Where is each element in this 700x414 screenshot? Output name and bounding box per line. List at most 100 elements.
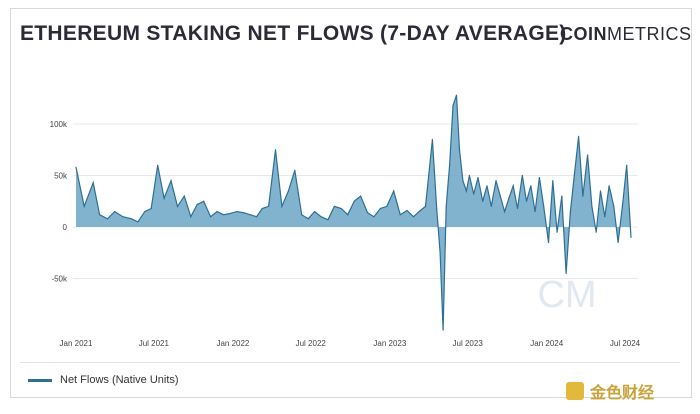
data-point: [569, 210, 572, 213]
data-point: [512, 185, 514, 187]
data-point: [83, 205, 85, 208]
data-point: [486, 185, 488, 187]
data-point: [552, 180, 554, 182]
data-point: [604, 216, 606, 218]
data-point: [137, 221, 139, 223]
data-point: [543, 205, 545, 208]
data-point: [455, 94, 458, 96]
data-point: [75, 166, 77, 168]
y-tick-label: 50k: [54, 172, 68, 181]
x-tick-label: Jan 2023: [373, 339, 406, 348]
data-point: [565, 272, 567, 274]
data-point: [591, 205, 593, 208]
data-point: [183, 195, 185, 197]
data-point: [608, 185, 610, 187]
data-point: [122, 216, 124, 218]
data-point: [626, 164, 628, 166]
brand-logo: COINMETRICS: [560, 24, 692, 45]
data-point: [236, 210, 238, 213]
data-point: [274, 149, 277, 151]
data-point: [473, 193, 475, 195]
data-point: [386, 205, 388, 208]
data-point: [255, 216, 258, 218]
data-point: [99, 214, 101, 216]
series-area-fill: [76, 95, 631, 330]
legend-divider: [20, 362, 680, 363]
legend-swatch: [28, 378, 52, 382]
x-tick-label: Jan 2021: [60, 339, 93, 348]
x-tick-label: Jul 2023: [453, 339, 484, 348]
x-tick-label: Jul 2024: [610, 339, 641, 348]
footer-logo-icon: [566, 382, 584, 400]
data-point: [439, 252, 441, 254]
data-point: [613, 205, 615, 208]
x-axis-ticks: Jan 2021 Jul 2021 Jan 2022 Jul 2022 Jan 2023…: [60, 339, 641, 348]
data-point: [556, 231, 558, 233]
data-point: [366, 212, 369, 214]
data-point: [448, 164, 451, 166]
data-point: [353, 200, 355, 202]
data-point: [508, 197, 510, 199]
data-point: [452, 104, 454, 107]
legend-label: Net Flows (Native Units): [60, 374, 179, 386]
data-point: [333, 205, 335, 208]
data-point: [424, 205, 427, 208]
data-point: [431, 138, 433, 141]
brand-logo-regular: METRICS: [607, 24, 692, 44]
data-point: [327, 219, 329, 221]
data-point: [458, 149, 461, 151]
data-point: [582, 195, 584, 197]
data-point: [465, 190, 467, 192]
y-axis-ticks: 100k 50k 0 -50k: [50, 120, 68, 283]
data-point: [547, 241, 550, 244]
data-point: [320, 216, 322, 218]
data-point: [170, 180, 172, 182]
data-point: [436, 207, 438, 210]
data-point: [114, 210, 116, 213]
legend: Net Flows (Native Units): [28, 374, 179, 386]
data-point: [294, 169, 296, 171]
data-point: [516, 207, 519, 210]
data-point: [379, 207, 381, 210]
data-point: [287, 190, 289, 192]
data-point: [399, 214, 401, 216]
area-layer: [75, 94, 632, 331]
data-point: [595, 231, 597, 233]
data-point: [482, 200, 484, 202]
brand-logo-bold: COIN: [560, 24, 607, 44]
data-point: [268, 205, 270, 208]
data-point: [504, 210, 506, 213]
footer-watermark: 金色财经: [566, 379, 654, 403]
data-point: [261, 207, 263, 210]
data-point: [373, 216, 375, 218]
watermark-cm: CM: [537, 274, 596, 316]
data-point: [209, 216, 212, 218]
data-point: [144, 210, 146, 213]
data-point: [412, 216, 415, 218]
x-tick-label: Jul 2021: [139, 339, 170, 348]
data-point: [301, 214, 303, 216]
series-line-net-flows: [75, 95, 632, 331]
data-point: [347, 214, 349, 216]
chart-title: ETHEREUM STAKING NET FLOWS (7-DAY AVERAG…: [20, 22, 567, 45]
y-tick-label: -50k: [51, 275, 68, 284]
data-point: [521, 174, 523, 177]
data-point: [538, 176, 541, 179]
data-point: [495, 180, 497, 182]
data-point: [106, 218, 108, 220]
data-point: [216, 210, 218, 213]
data-point: [630, 236, 632, 238]
data-point: [477, 176, 479, 179]
data-point: [190, 216, 192, 218]
data-point: [176, 205, 179, 208]
data-point: [150, 207, 152, 210]
y-tick-label: 100k: [50, 120, 68, 129]
data-point: [393, 190, 395, 192]
data-point: [490, 205, 492, 208]
data-point: [621, 205, 624, 208]
data-point: [525, 200, 528, 202]
data-point: [577, 135, 580, 137]
data-point: [468, 174, 470, 177]
data-point: [617, 241, 619, 244]
footer-watermark-text: 金色财经: [590, 385, 655, 402]
